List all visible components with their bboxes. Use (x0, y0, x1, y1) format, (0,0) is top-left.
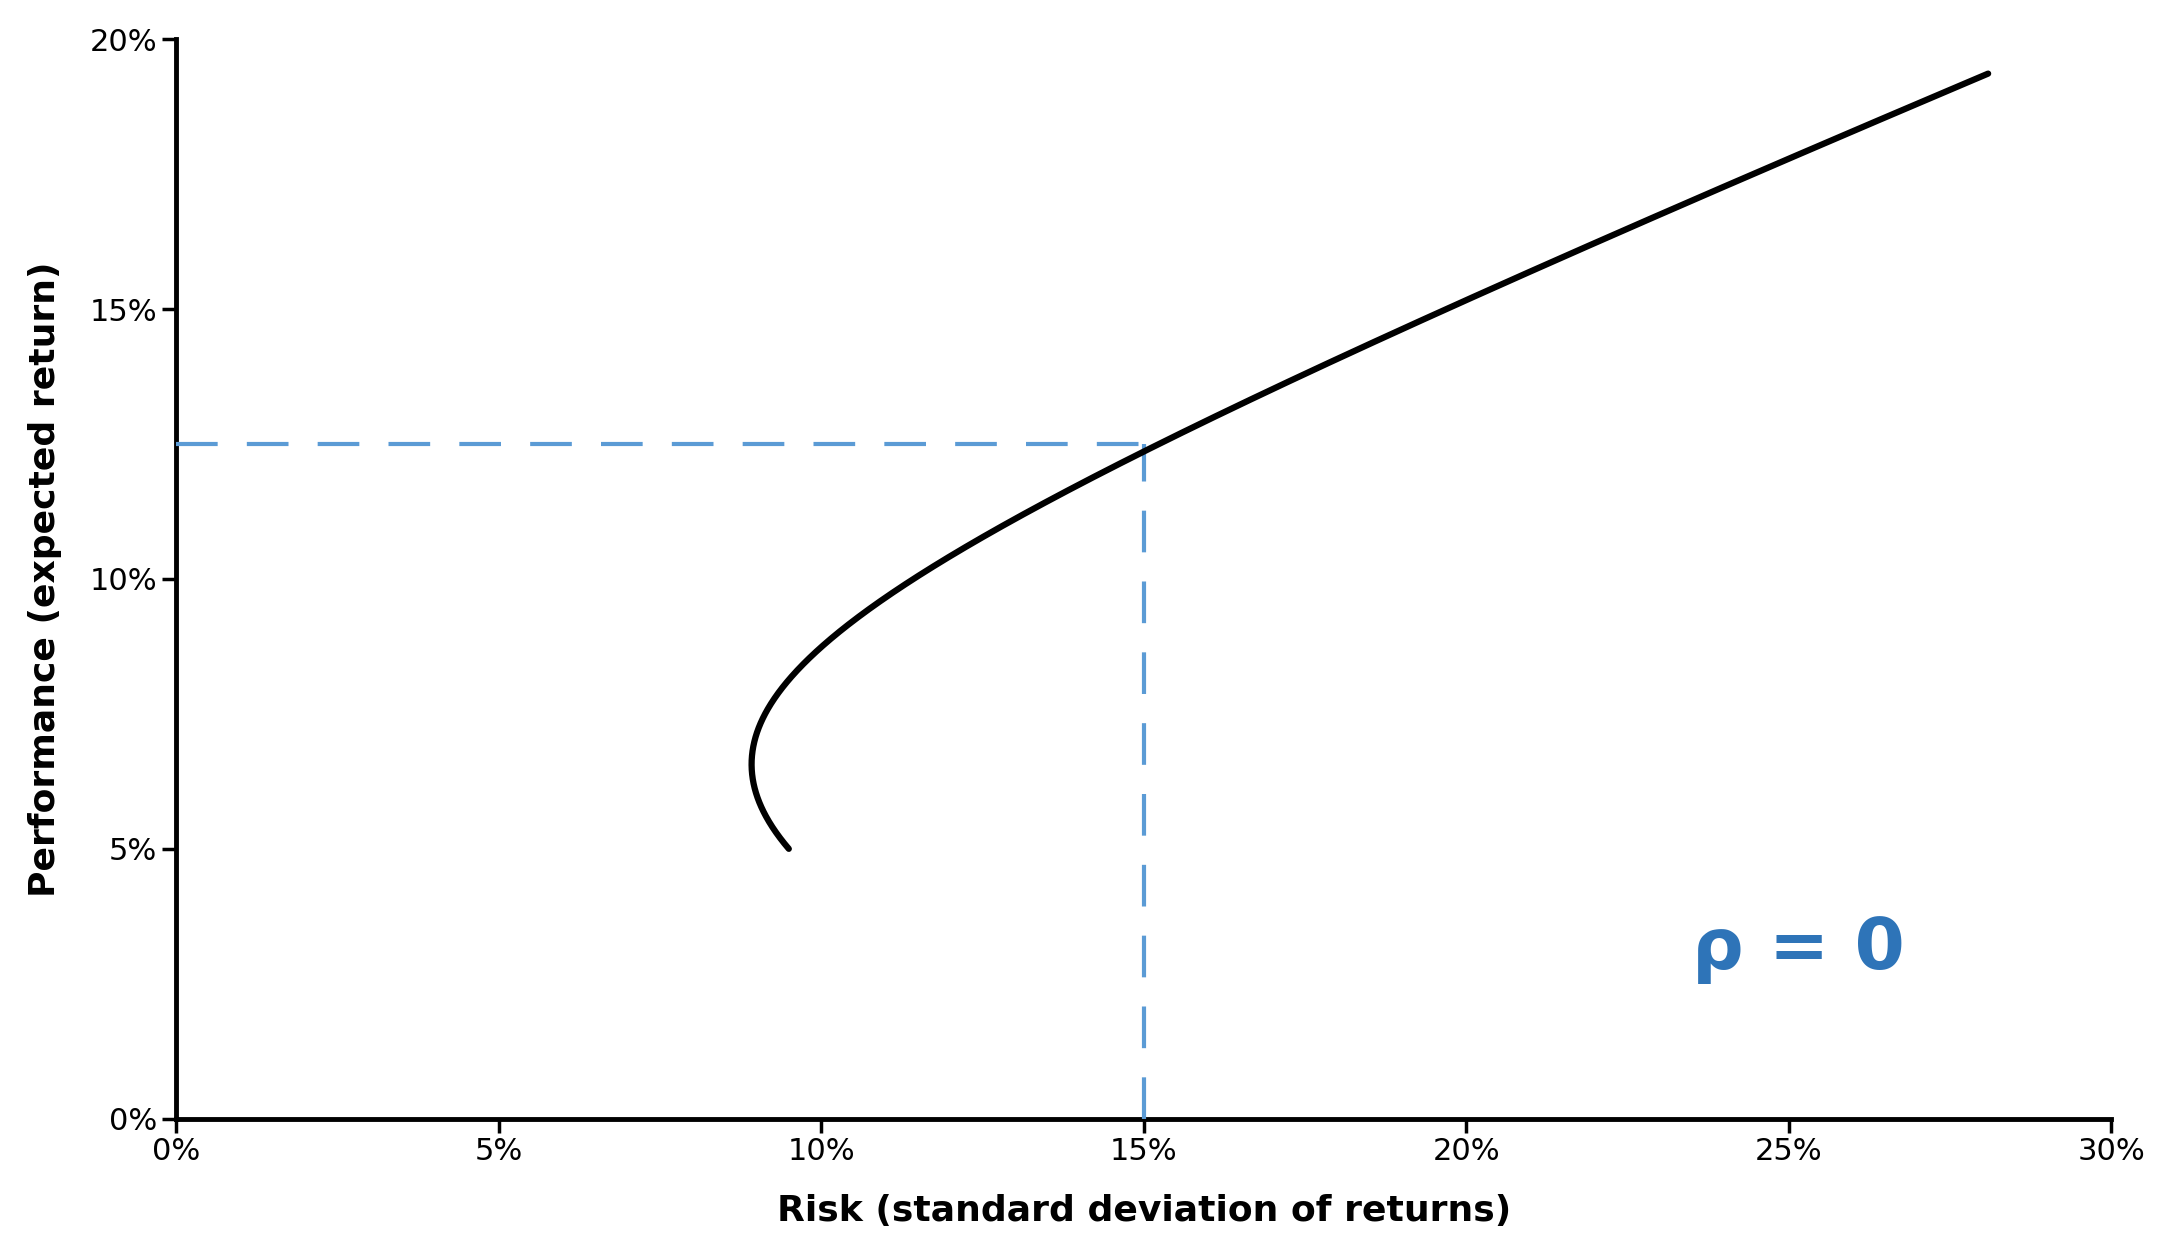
X-axis label: Risk (standard deviation of returns): Risk (standard deviation of returns) (776, 1194, 1510, 1228)
Text: ρ = 0: ρ = 0 (1693, 914, 1906, 983)
Y-axis label: Performance (expected return): Performance (expected return) (28, 261, 61, 897)
